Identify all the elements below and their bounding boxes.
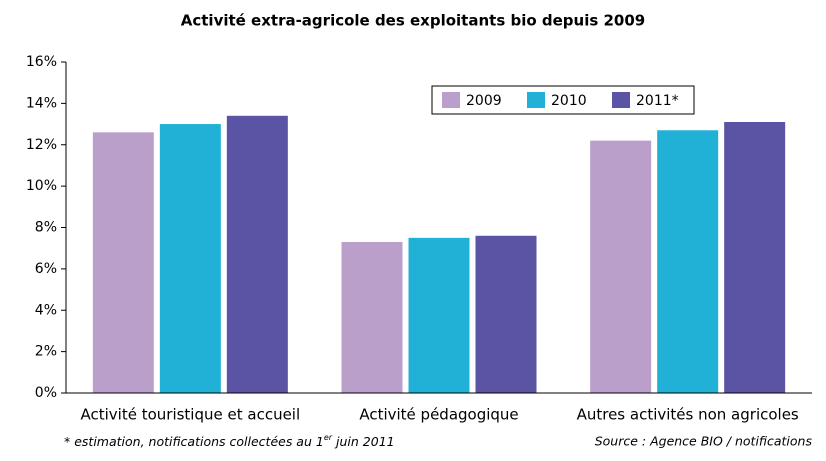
legend-swatch [527, 92, 545, 108]
legend-swatch [442, 92, 460, 108]
source: Source : Agence BIO / notifications [595, 434, 813, 449]
bar [408, 237, 470, 393]
legend-swatch [612, 92, 630, 108]
bar [226, 115, 288, 393]
footnote-text: * estimation, notifications collectées a… [64, 434, 324, 449]
y-tick-label: 8% [35, 220, 57, 236]
legend-label: 2009 [466, 93, 502, 109]
y-tick-label: 0% [35, 385, 57, 401]
y-tick-label: 2% [35, 344, 57, 360]
chart-title: Activité extra-agricole des exploitants … [181, 12, 646, 30]
bar [724, 121, 786, 394]
bar [159, 124, 221, 393]
y-tick-label: 6% [35, 261, 57, 277]
y-tick-label: 4% [35, 302, 57, 318]
bar [657, 130, 719, 394]
footnote-sup: er [324, 433, 333, 442]
legend-label: 2011* [636, 93, 679, 109]
legend-label: 2010 [551, 93, 587, 109]
bar [590, 140, 652, 393]
footnote-text: juin 2011 [332, 434, 395, 449]
bar [475, 235, 537, 393]
y-tick-label: 10% [26, 178, 57, 194]
bar [92, 132, 154, 393]
x-tick-label: Autres activités non agricoles [577, 406, 799, 424]
footnote: * estimation, notifications collectées a… [64, 433, 395, 449]
bar [341, 241, 403, 393]
x-tick-label: Activité touristique et accueil [81, 406, 301, 424]
legend-box [431, 85, 695, 115]
y-tick-label: 16% [26, 54, 57, 70]
x-tick-label: Activité pédagogique [359, 406, 518, 424]
y-tick-label: 14% [26, 95, 57, 111]
y-tick-label: 12% [26, 137, 57, 153]
